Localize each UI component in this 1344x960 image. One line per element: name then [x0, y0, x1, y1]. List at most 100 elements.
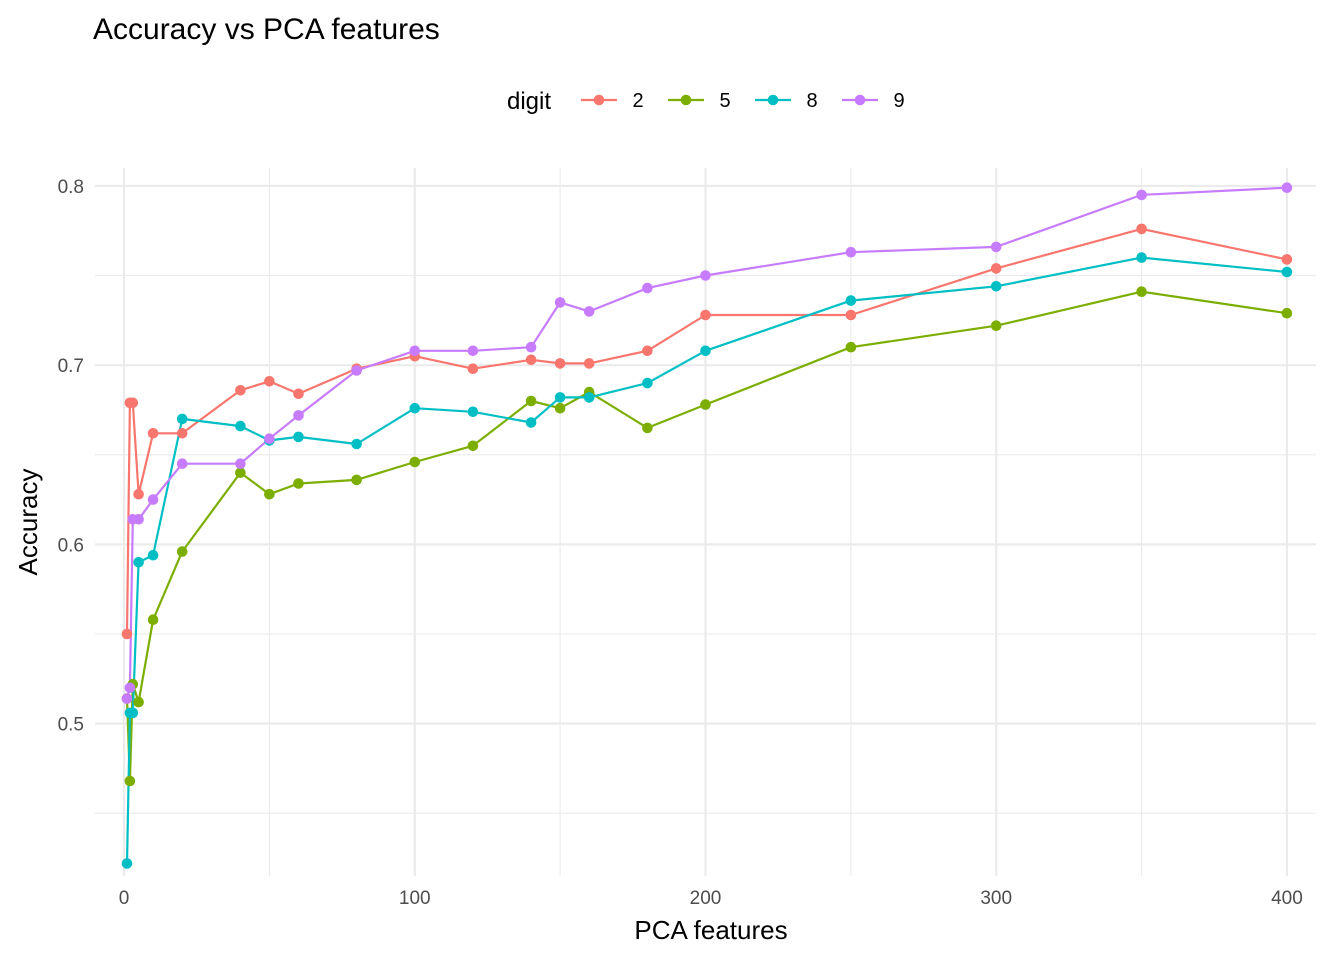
data-point-8: [467, 406, 479, 418]
data-point-8: [121, 858, 133, 869]
y-axis-label: Accuracy: [13, 469, 43, 576]
data-point-8: [642, 377, 653, 389]
data-point-9: [1281, 182, 1293, 193]
data-point-8: [845, 295, 857, 306]
data-point-2: [176, 428, 188, 439]
data-point-9: [176, 458, 188, 470]
data-point-9: [1136, 189, 1147, 201]
data-point-9: [583, 306, 595, 317]
data-point-8: [351, 438, 362, 450]
data-point-2: [1136, 223, 1147, 235]
data-point-2: [525, 354, 537, 366]
legend-item-2: 2: [581, 90, 644, 112]
data-point-8: [127, 707, 139, 719]
data-point-8: [990, 281, 1002, 292]
series-line-2: [125, 227, 1288, 635]
legend-label: 5: [719, 90, 730, 112]
y-tick-label: 0.7: [58, 356, 84, 377]
data-point-5: [1281, 307, 1293, 319]
data-point-9: [121, 693, 133, 704]
y-tick-label: 0.5: [58, 715, 84, 736]
legend-item-9: 9: [842, 90, 905, 112]
major-gridlines: [95, 168, 1316, 876]
data-point-9: [845, 246, 857, 258]
data-point-2: [845, 309, 857, 321]
data-point-5: [124, 775, 136, 787]
data-point-2: [642, 345, 653, 357]
data-point-9: [293, 410, 304, 421]
data-point-5: [525, 395, 537, 407]
data-point-8: [583, 392, 595, 403]
x-axis-ticks: 0 100 200 300 400: [119, 888, 1303, 909]
data-point-5: [700, 399, 711, 410]
data-point-5: [147, 614, 159, 625]
data-point-5: [554, 402, 566, 414]
data-point-9: [351, 365, 362, 376]
legend: digit 2 5 8 9: [507, 88, 905, 115]
x-tick-label: 400: [1271, 888, 1303, 909]
data-point-5: [293, 478, 304, 489]
data-point-9: [409, 345, 421, 357]
data-point-8: [176, 413, 188, 425]
data-point-8: [1136, 252, 1147, 263]
data-point-8: [293, 431, 304, 443]
data-point-9: [467, 345, 479, 357]
legend-key-point: [593, 94, 605, 106]
legend-key-point: [854, 94, 866, 106]
data-point-2: [554, 358, 566, 369]
data-point-5: [409, 456, 421, 468]
data-point-2: [121, 628, 133, 640]
data-point-9: [990, 241, 1002, 253]
data-point-9: [133, 514, 144, 525]
data-point-2: [127, 397, 139, 409]
data-point-2: [990, 263, 1002, 274]
data-point-2: [1281, 254, 1293, 265]
series-points: [121, 182, 1293, 869]
y-tick-label: 0.8: [58, 177, 84, 198]
series-lines: [125, 186, 1288, 864]
legend-key-point: [767, 94, 779, 106]
data-point-8: [409, 402, 421, 414]
data-point-9: [700, 270, 711, 281]
data-point-2: [235, 385, 246, 396]
data-point-8: [133, 557, 144, 568]
x-tick-label: 300: [980, 888, 1012, 909]
legend-item-5: 5: [668, 90, 731, 112]
data-point-5: [467, 440, 479, 452]
data-point-9: [264, 433, 275, 445]
data-point-5: [133, 696, 144, 708]
data-point-5: [176, 546, 188, 557]
data-point-5: [990, 320, 1002, 332]
data-point-8: [1281, 266, 1293, 278]
data-point-8: [147, 549, 159, 561]
data-point-5: [642, 422, 653, 434]
legend-item-8: 8: [755, 90, 818, 112]
data-point-8: [525, 417, 537, 428]
data-point-5: [235, 467, 246, 479]
data-point-5: [1136, 286, 1147, 298]
x-tick-label: 100: [399, 888, 431, 909]
data-point-9: [554, 297, 566, 308]
x-axis-label: PCA features: [634, 915, 787, 945]
legend-label: 8: [806, 90, 817, 112]
data-point-8: [235, 420, 246, 432]
data-point-9: [235, 458, 246, 470]
y-tick-label: 0.6: [58, 535, 84, 556]
legend-label: 9: [893, 90, 904, 112]
data-point-2: [467, 363, 479, 375]
data-point-8: [700, 345, 711, 357]
data-point-2: [133, 488, 144, 500]
data-point-5: [351, 474, 362, 486]
data-point-9: [642, 282, 653, 294]
data-point-9: [147, 494, 159, 505]
data-point-2: [700, 309, 711, 321]
legend-key-point: [680, 94, 692, 106]
data-point-2: [583, 358, 595, 369]
x-tick-label: 0: [119, 888, 130, 909]
data-point-9: [124, 682, 136, 694]
data-point-5: [845, 341, 857, 353]
data-point-9: [525, 341, 537, 353]
data-point-2: [293, 388, 304, 400]
chart-title: Accuracy vs PCA features: [93, 13, 440, 46]
